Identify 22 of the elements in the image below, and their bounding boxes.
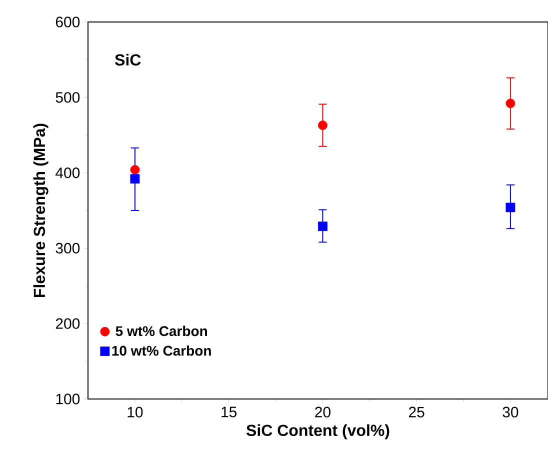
y-tick-label: 400: [56, 167, 80, 178]
point: [318, 120, 328, 130]
point: [318, 222, 328, 232]
y-tick-label: 500: [56, 92, 80, 103]
legend-label: 10 wt% Carbon: [112, 345, 211, 356]
x-tick-label: 10: [128, 406, 143, 418]
y-tick-label: 100: [56, 394, 80, 404]
y-tick-label: 200: [56, 318, 80, 329]
y-axis-title: Flexure Strength (MPa): [33, 124, 48, 297]
x-tick-label: 30: [502, 406, 518, 418]
legend-label: 5 wt% Carbon: [116, 326, 207, 336]
y-tick-label: 600: [56, 16, 80, 28]
x-tick-label: 15: [222, 406, 237, 418]
x-axis-title: SiC Content (vol%): [246, 424, 390, 440]
point: [506, 98, 516, 108]
point: [130, 174, 140, 184]
y-tick-label: 300: [56, 242, 80, 254]
x-tick-label: 25: [408, 406, 424, 418]
x-tick-label: 20: [315, 406, 330, 418]
point: [130, 165, 140, 174]
point: [506, 202, 516, 212]
annotation: SiC: [114, 54, 141, 66]
